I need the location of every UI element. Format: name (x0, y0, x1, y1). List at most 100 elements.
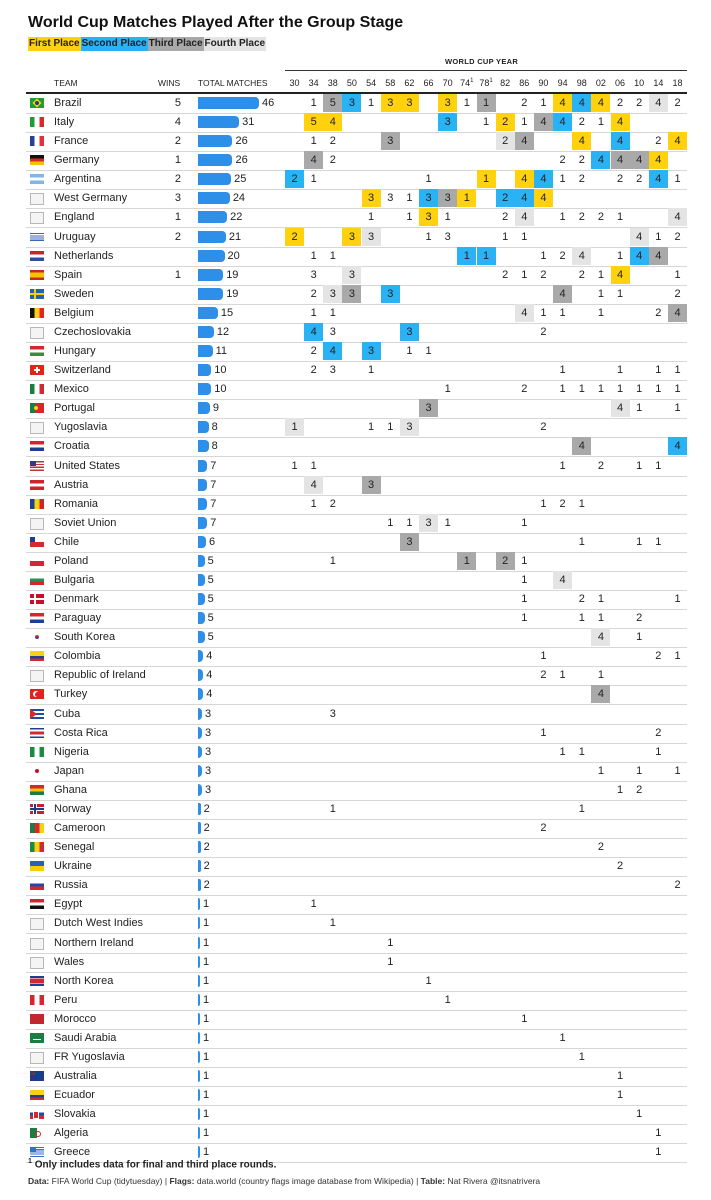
year-cell: 1 (559, 669, 566, 682)
year-cell: 4 (514, 208, 534, 227)
total-matches-value: 6 (208, 535, 216, 548)
year-cell: 4 (572, 94, 592, 112)
table-row: Saudi Arabia 1 1 (26, 1029, 687, 1049)
total-matches-bar (198, 688, 204, 701)
year-cell: 2 (502, 268, 509, 281)
team-name: Spain (54, 268, 83, 281)
year-cell: 1 (406, 192, 413, 205)
year-cell: 3 (342, 94, 362, 112)
table-row: Germany 1 26 4 2 2 2 4 4 4 4 (26, 151, 687, 172)
total-matches-bar (198, 440, 209, 453)
year-cell: 3 (380, 132, 400, 151)
table-row: Costa Rica 3 1 2 (26, 724, 687, 744)
year-cell: 1 (521, 593, 528, 606)
total-matches-value: 5 (207, 612, 214, 625)
year-cell: 1 (636, 1108, 643, 1121)
table-row: Spain 1 19 3 3 2 1 2 2 1 4 1 (26, 265, 687, 286)
year-cell: 1 (310, 249, 317, 262)
total-matches-value: 1 (203, 1108, 210, 1121)
team-name: Wales (54, 955, 85, 968)
year-cell: 2 (655, 726, 662, 739)
year-cell: 2 (578, 593, 585, 606)
total-matches-bar (198, 1089, 200, 1102)
total-matches-bar (198, 1127, 200, 1140)
year-cell: 1 (310, 459, 317, 472)
team-name: Australia (54, 1070, 97, 1083)
year-cell: 1 (559, 173, 566, 186)
table-row: Ukraine 2 2 (26, 857, 687, 878)
total-matches-bar (198, 421, 209, 434)
team-name: South Korea (54, 631, 116, 644)
year-cell: 1 (616, 287, 624, 300)
table-row: Poland 5 1 1 2 1 (26, 551, 687, 572)
year-cell: 3 (380, 94, 400, 112)
team-name: Denmark (54, 593, 99, 606)
year-cell: 1 (616, 1070, 624, 1083)
table-row: Netherlands 20 1 1 1 1 1 2 4 1 4 4 (26, 246, 687, 267)
flag-icon (30, 384, 44, 395)
year-cell: 3 (438, 113, 458, 132)
year-cell: 4 (648, 170, 668, 189)
total-matches-value: 19 (226, 287, 239, 300)
wins-count: 1 (174, 211, 181, 224)
flag-icon (30, 250, 44, 261)
team-name: Ecuador (54, 1089, 95, 1102)
total-column-header: TOTAL MATCHES (198, 78, 268, 88)
flag-icon (30, 174, 44, 185)
year-cell: 3 (399, 94, 419, 112)
team-name: Morocco (54, 1012, 97, 1025)
year-cell: 3 (342, 227, 362, 246)
table-row: Dutch West Indies 1 1 (26, 914, 687, 935)
year-cell: 1 (457, 551, 477, 570)
year-cell: 4 (610, 399, 630, 418)
footnote-marker: 1 (28, 1158, 32, 1165)
year-cell: 4 (610, 151, 630, 170)
total-matches-value: 26 (235, 154, 248, 167)
year-cell: 1 (578, 1051, 585, 1063)
year-cell: 1 (655, 383, 662, 396)
legend-fourth-place: Fourth Place (203, 37, 267, 51)
team-name: Sweden (54, 287, 94, 300)
flag-icon (30, 708, 44, 719)
year-cell: 3 (419, 399, 439, 418)
year-cell: 1 (502, 230, 509, 243)
team-name: Hungary (54, 345, 96, 358)
total-matches-bar (198, 364, 212, 377)
table-row: Czechoslovakia 12 4 3 3 2 (26, 322, 687, 343)
total-matches-value: 1 (203, 1070, 210, 1083)
year-cell: 1 (406, 345, 413, 358)
credits-data-text: FIFA World Cup (tidytuesday) | (51, 1176, 168, 1186)
year-cell: 4 (572, 246, 592, 265)
team-name: Turkey (54, 688, 88, 701)
year-cell: 1 (616, 211, 624, 224)
flag-icon (30, 98, 44, 108)
year-cell: 2 (674, 97, 681, 109)
flag-icon (30, 746, 44, 757)
team-name: Netherlands (54, 249, 114, 262)
total-matches-bar (198, 249, 225, 262)
year-cell: 3 (438, 94, 458, 112)
team-name: Switzerland (54, 364, 111, 377)
total-matches-value: 25 (234, 173, 247, 186)
credits-flags-text: data.world (country flags image database… (196, 1176, 419, 1186)
total-matches-value: 5 (207, 593, 214, 606)
flag-icon (30, 1109, 44, 1120)
table-row: Mexico 10 1 2 1 1 1 1 1 1 1 (26, 380, 687, 401)
table-row: South Korea 5 4 1 (26, 628, 687, 649)
wins-count: 3 (174, 192, 181, 205)
total-matches-bar (198, 745, 202, 758)
total-matches-bar (198, 268, 224, 281)
year-cell: 2 (655, 650, 662, 663)
table-row: Australia 1 1 (26, 1067, 687, 1088)
flag-icon (30, 937, 44, 950)
flag-icon (30, 269, 44, 280)
total-matches-bar (198, 116, 240, 129)
team-name: Saudi Arabia (54, 1031, 117, 1044)
total-matches-bar (198, 898, 200, 911)
year-cell: 1 (636, 631, 643, 644)
year-cell: 1 (329, 249, 336, 262)
total-matches-value: 1 (203, 955, 210, 968)
year-cell: 1 (310, 898, 317, 911)
total-matches-value: 8 (211, 440, 218, 453)
flag-icon (30, 975, 44, 986)
